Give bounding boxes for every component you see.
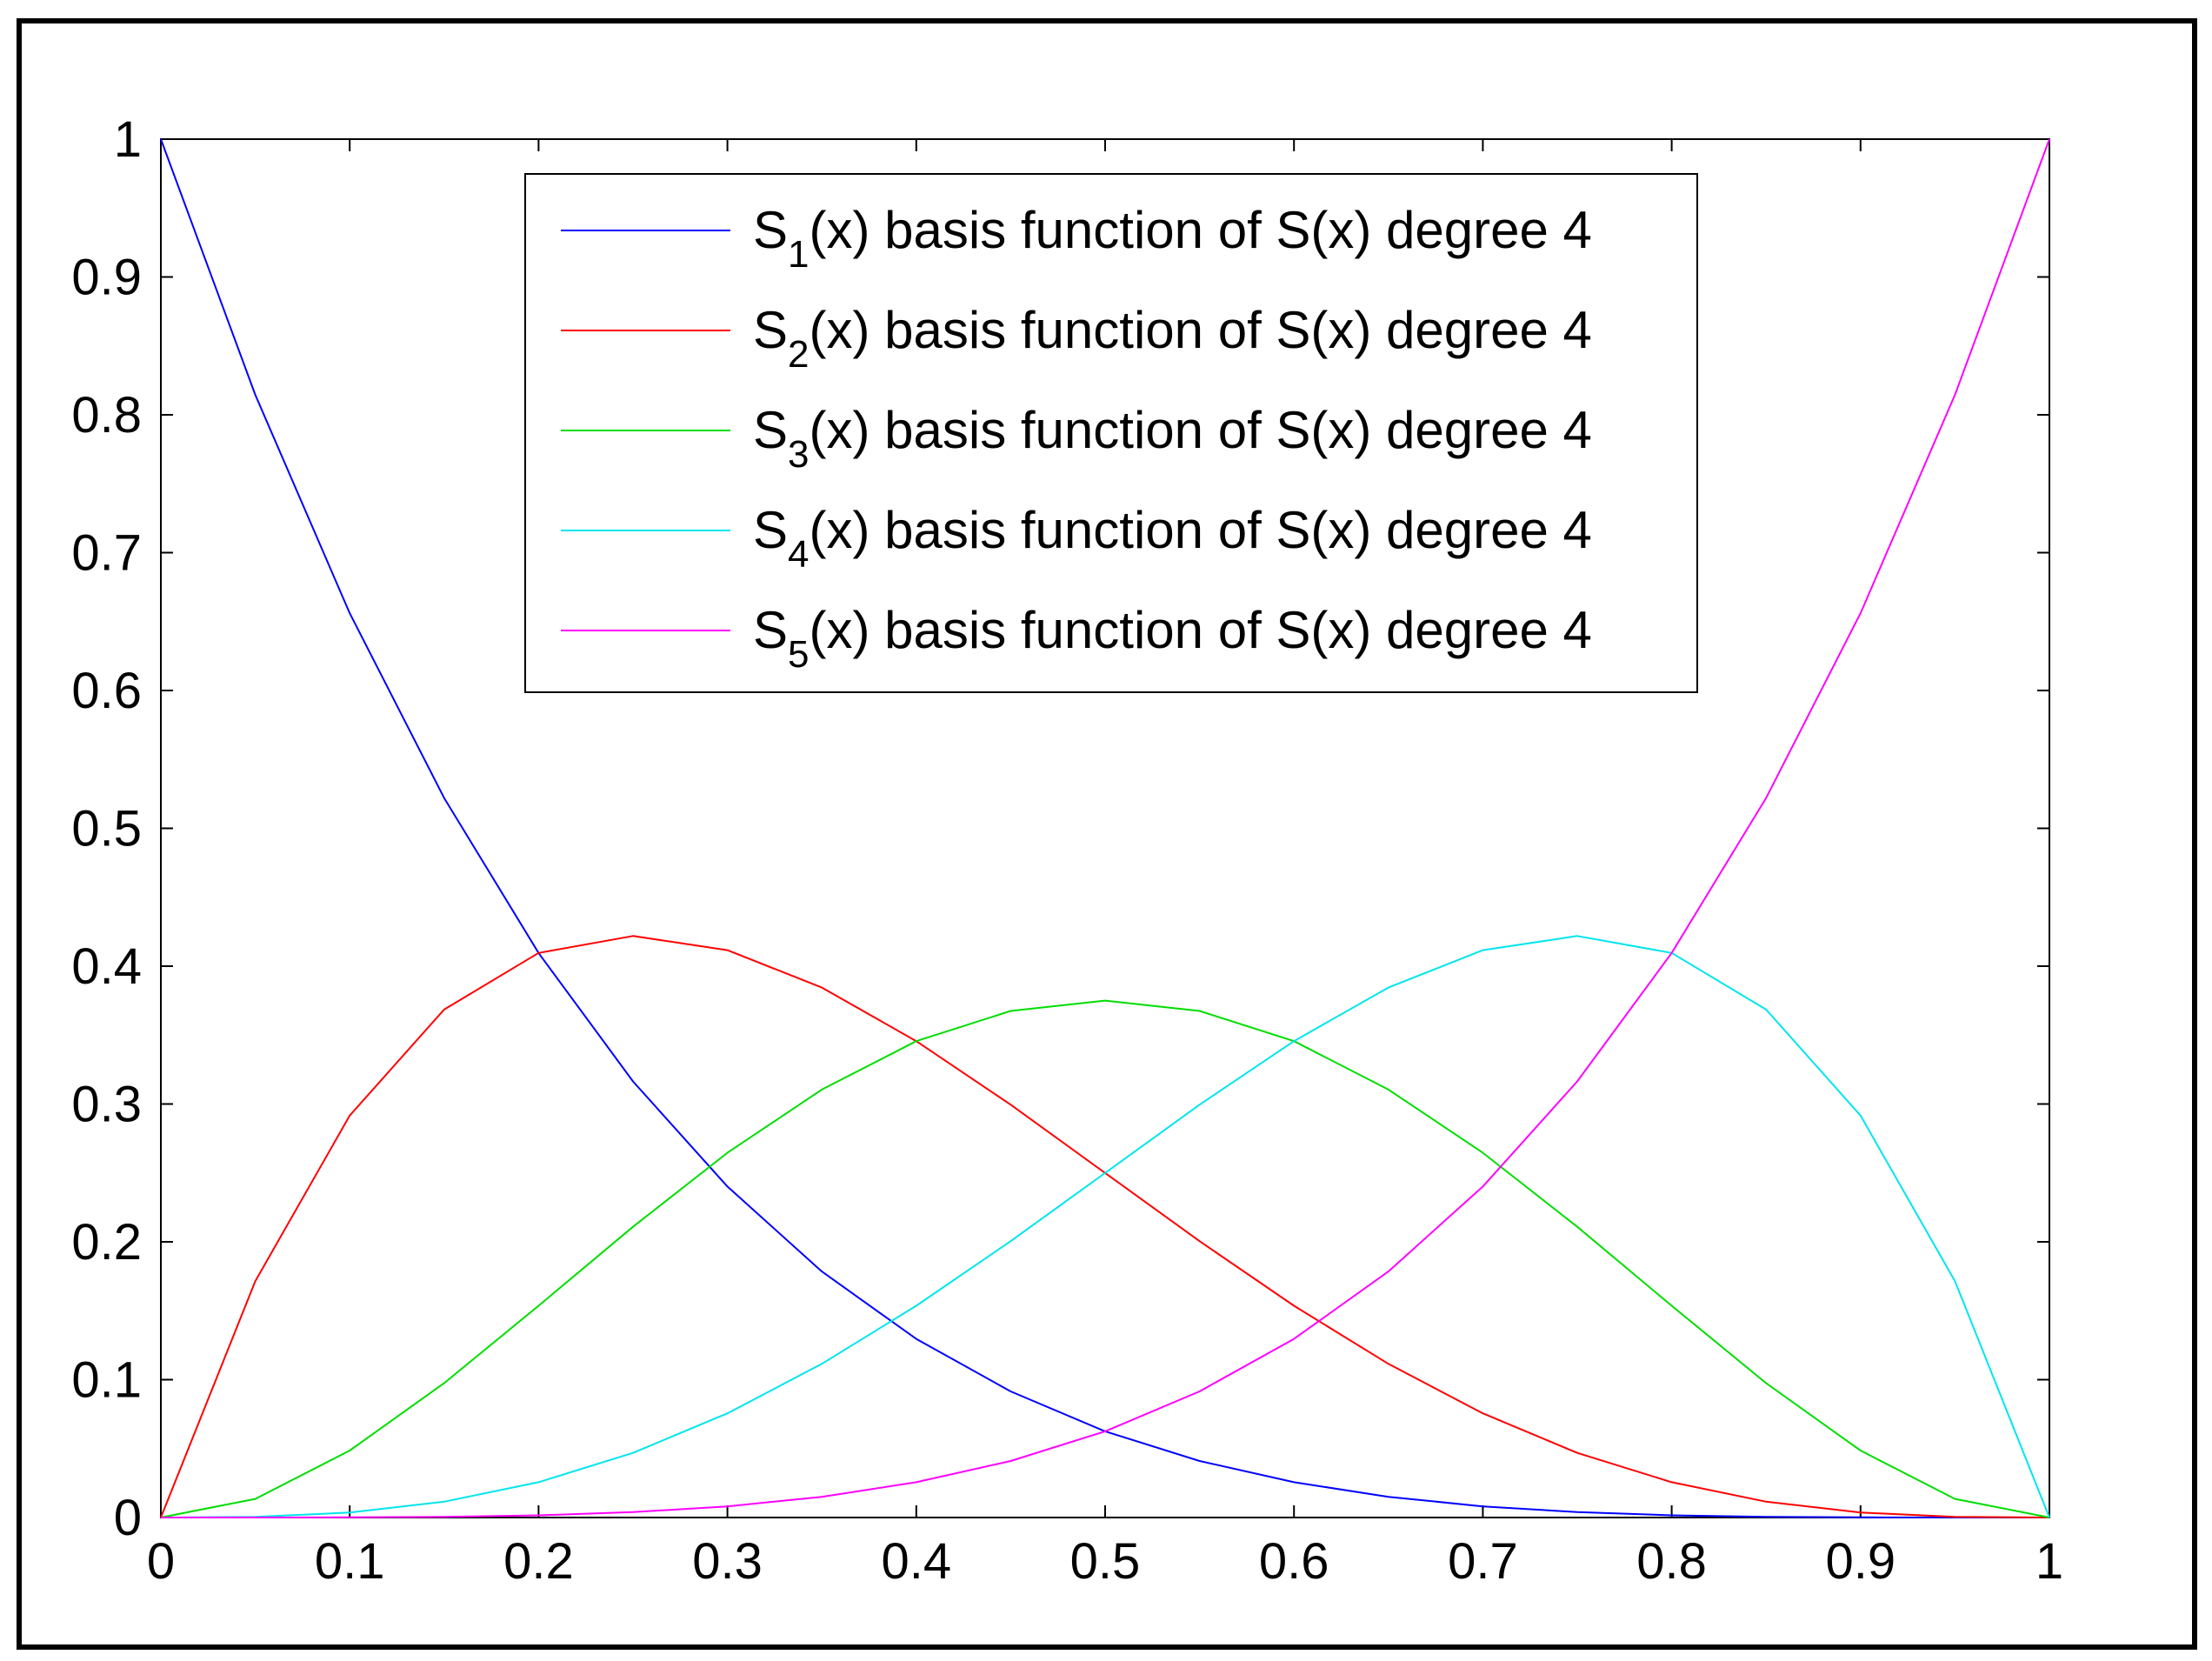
x-tick-label: 0.2	[503, 1533, 574, 1590]
legend-entry-s1: S1(x) basis function of S(x) degree 4	[753, 201, 1592, 276]
legend-subscript: 3	[788, 433, 809, 476]
x-tick-label: 0	[147, 1533, 175, 1590]
axes: 0 0.1 0.2 0.3 0.4 0.5 0.6 0.7 0.8 0.9 1 0 0.1 0.2 0.3 0…	[71, 111, 2063, 1590]
legend-entry-s2: S2(x) basis function of S(x) degree 4	[753, 301, 1592, 376]
legend-symbol: S	[753, 401, 788, 459]
y-tick-label: 1	[114, 111, 142, 168]
y-tick-label: 0.2	[71, 1214, 142, 1271]
legend-box	[524, 173, 1698, 693]
legend-symbol: S	[753, 501, 788, 559]
legend-symbol: S	[753, 601, 788, 659]
y-tick-label: 0	[114, 1490, 142, 1546]
y-tick-label: 0.1	[71, 1352, 142, 1409]
legend-symbol: S	[753, 201, 788, 259]
legend-label: (x) basis function of S(x) degree 4	[810, 501, 1592, 559]
series-line-s5	[161, 138, 2050, 1518]
legend-entry-s4: S4(x) basis function of S(x) degree 4	[753, 501, 1592, 576]
x-tick-label: 0.6	[1259, 1533, 1329, 1590]
y-tick-label: 0.4	[71, 938, 142, 995]
legend: S1(x) basis function of S(x) degree 4S2(…	[524, 173, 1698, 693]
x-tick-label: 0.4	[881, 1533, 951, 1590]
x-tick-label: 0.7	[1448, 1533, 1518, 1590]
x-tick-label: 0.5	[1070, 1533, 1141, 1590]
y-tick-label: 0.3	[71, 1077, 142, 1133]
series-lines	[160, 138, 2050, 1518]
y-tick-label: 0.6	[71, 663, 142, 719]
x-tick-label: 0.1	[315, 1533, 385, 1590]
series-line-s4	[160, 935, 2050, 1518]
y-tick-label: 0.7	[71, 525, 142, 582]
x-tick-label: 1	[2035, 1533, 2063, 1590]
legend-subscript: 2	[788, 333, 809, 376]
legend-subscript: 4	[788, 533, 809, 576]
legend-subscript: 5	[788, 633, 809, 676]
legend-label: (x) basis function of S(x) degree 4	[810, 601, 1592, 659]
y-tick-label: 0.8	[71, 387, 142, 444]
legend-entry-s5: S5(x) basis function of S(x) degree 4	[753, 601, 1592, 676]
legend-label: (x) basis function of S(x) degree 4	[810, 401, 1592, 459]
x-tick-label: 0.3	[692, 1533, 763, 1590]
y-tick-label: 0.5	[71, 801, 142, 857]
x-tick-label: 0.8	[1636, 1533, 1707, 1590]
legend-label: (x) basis function of S(x) degree 4	[810, 301, 1592, 359]
legend-subscript: 1	[788, 233, 809, 276]
legend-symbol: S	[753, 301, 788, 359]
y-tick-label: 0.9	[71, 250, 142, 306]
x-tick-label: 0.9	[1825, 1533, 1896, 1590]
legend-entry-s3: S3(x) basis function of S(x) degree 4	[753, 401, 1592, 476]
series-line-s3	[160, 999, 2050, 1518]
legend-label: (x) basis function of S(x) degree 4	[810, 201, 1592, 259]
